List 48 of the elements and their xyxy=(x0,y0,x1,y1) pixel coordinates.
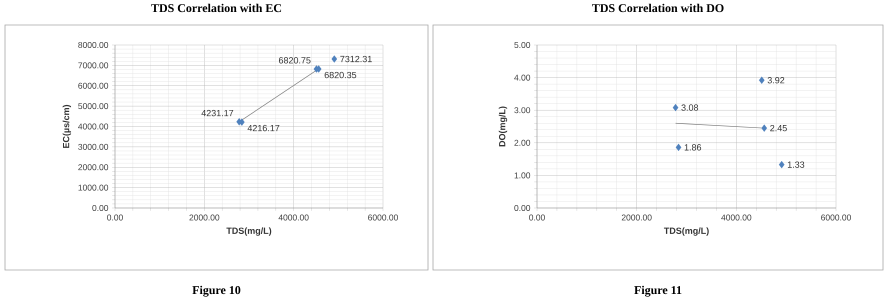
x-tick-label: 4000.00 xyxy=(721,214,752,221)
x-tick-label: 6000.00 xyxy=(821,214,851,221)
point xyxy=(331,55,338,63)
y-tick-label: 2.00 xyxy=(514,140,530,146)
chart-title: TDS Correlation with DO xyxy=(592,4,724,12)
y-tick-label: 5000.00 xyxy=(78,103,108,110)
y-tick-label: 0.00 xyxy=(514,205,530,211)
point xyxy=(239,118,245,126)
y-tick-label: 1000.00 xyxy=(78,184,108,191)
x-axis-title: TDS(mg/L) xyxy=(664,227,709,236)
point xyxy=(778,160,785,168)
x-axis-title: TDS(mg/L) xyxy=(226,227,272,236)
y-tick-label: 0.00 xyxy=(92,205,108,211)
caption: Figure 10 xyxy=(192,286,240,297)
y-tick-label: 7000.00 xyxy=(78,62,108,68)
y-tick-label: 3.00 xyxy=(514,107,530,114)
x-tick-label: 0.00 xyxy=(107,214,123,221)
point xyxy=(676,144,682,152)
data-label: 3.92 xyxy=(768,77,784,84)
x-tick-label: 0.00 xyxy=(529,214,545,221)
data-label: 2.45 xyxy=(770,124,787,132)
caption: Figure 11 xyxy=(634,286,682,297)
y-tick-label: 4000.00 xyxy=(78,124,108,130)
y-tick-label: 5.00 xyxy=(514,42,530,48)
point xyxy=(672,104,678,112)
data-label: 4216.17 xyxy=(248,124,280,132)
data-label: 4231.17 xyxy=(201,110,234,116)
y-tick-label: 8000.00 xyxy=(78,42,108,48)
y-tick-label: 2000.00 xyxy=(78,164,108,170)
data-label: 6820.75 xyxy=(278,57,311,64)
y-axis-title: EC(µs/cm) xyxy=(62,104,72,148)
point xyxy=(758,76,765,84)
y-tick-label: 3000.00 xyxy=(78,144,108,150)
y-tick-label: 4.00 xyxy=(514,74,530,81)
x-tick-label: 6000.00 xyxy=(368,214,398,221)
y-axis-title: DO(mg/L) xyxy=(498,106,508,146)
data-label: 1.33 xyxy=(788,161,804,168)
x-tick-label: 2000.00 xyxy=(189,214,220,221)
y-tick-label: 1.00 xyxy=(514,172,530,178)
x-tick-label: 2000.00 xyxy=(622,214,652,221)
data-label: 6820.35 xyxy=(324,72,356,78)
chart-title: TDS Correlation with EC xyxy=(151,4,282,12)
y-tick-label: 6000.00 xyxy=(78,82,108,89)
x-tick-label: 4000.00 xyxy=(278,214,309,221)
point xyxy=(761,124,768,132)
data-label: 3.08 xyxy=(681,104,698,111)
data-label: 1.86 xyxy=(684,144,702,151)
data-label: 7312.31 xyxy=(340,56,372,62)
